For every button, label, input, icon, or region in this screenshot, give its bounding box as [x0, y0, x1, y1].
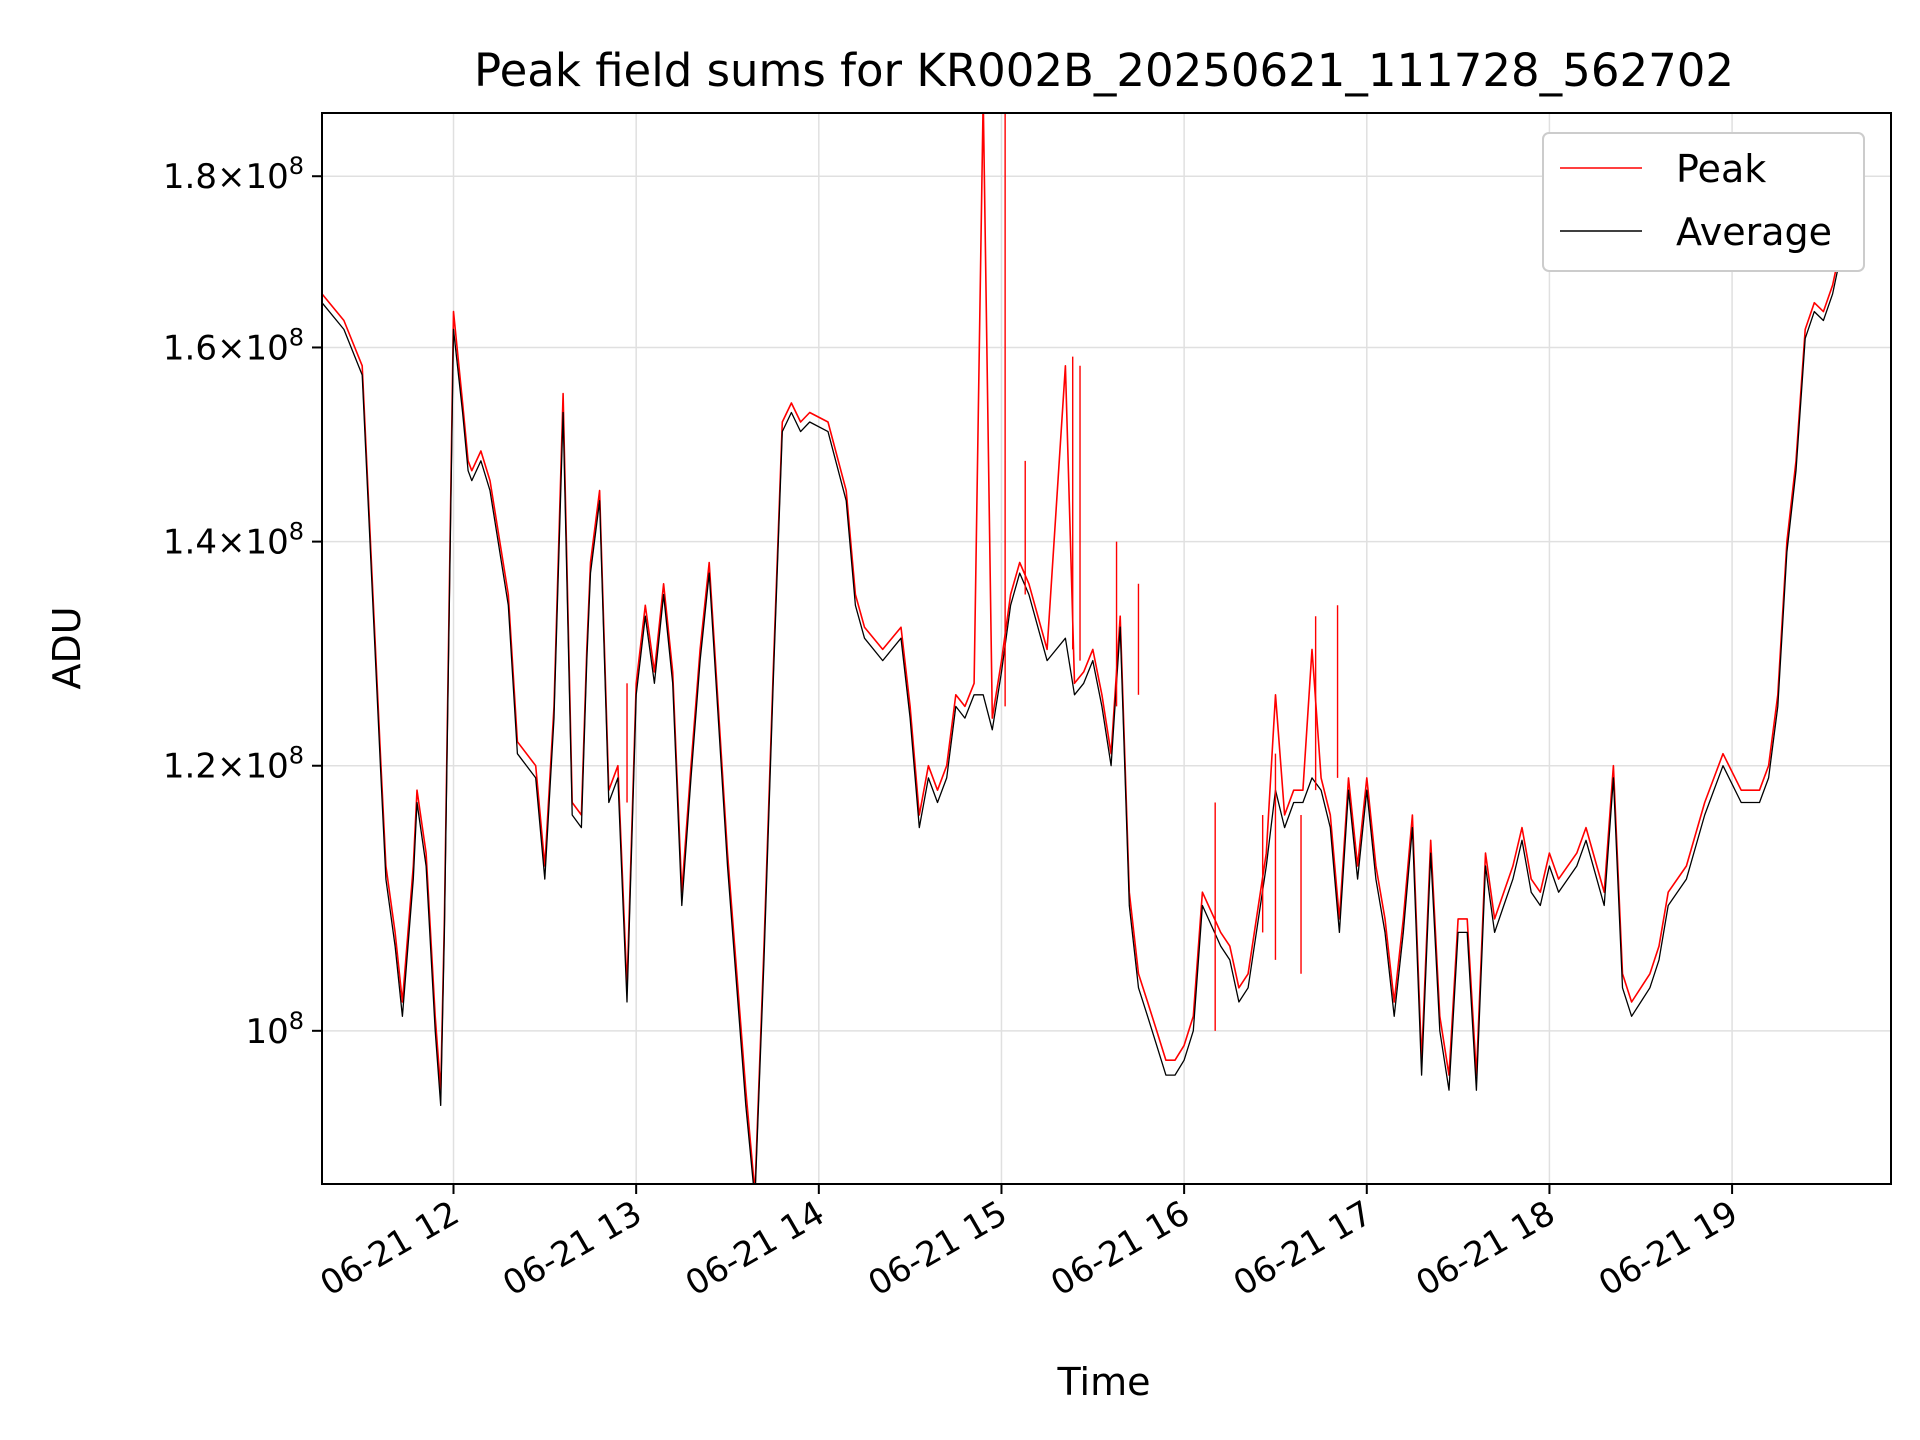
- y-tick-label: 108: [245, 1007, 304, 1052]
- y-axis: 1.8×108 1.6×108 1.4×108 1.2×108 108: [163, 152, 322, 1052]
- chart-title: Peak field sums for KR002B_20250621_1117…: [474, 44, 1734, 97]
- legend-label-peak: Peak: [1676, 147, 1766, 191]
- plot-area: [322, 113, 1843, 1184]
- legend: Peak Average: [1542, 132, 1865, 272]
- y-tick-label: 1.4×108: [163, 518, 304, 563]
- y-tick-label: 1.6×108: [163, 323, 304, 368]
- x-tick-label: 06-21 12: [314, 1193, 466, 1304]
- x-tick-label: 06-21 18: [1410, 1193, 1562, 1304]
- x-tick-label: 06-21 19: [1592, 1193, 1744, 1304]
- x-tick-label: 06-21 13: [496, 1193, 648, 1304]
- y-tick-label: 1.2×108: [163, 742, 304, 787]
- x-tick-label: 06-21 16: [1044, 1193, 1196, 1304]
- grid: [322, 113, 1891, 1184]
- y-tick-label: 1.8×108: [163, 152, 304, 197]
- legend-label-average: Average: [1676, 210, 1832, 254]
- y-axis-label: ADU: [45, 606, 89, 689]
- x-tick-label: 06-21 15: [862, 1193, 1014, 1304]
- plot-frame: [321, 112, 1892, 1185]
- series-line-average: [322, 250, 1843, 1184]
- x-tick-label: 06-21 17: [1227, 1193, 1379, 1304]
- series-layer: [322, 113, 1843, 1184]
- x-axis-label: Time: [1057, 1360, 1151, 1404]
- x-axis: 06-21 12 06-21 13 06-21 14 06-21 15 06-21 16…: [314, 1184, 1745, 1304]
- x-tick-label: 06-21 14: [679, 1193, 831, 1304]
